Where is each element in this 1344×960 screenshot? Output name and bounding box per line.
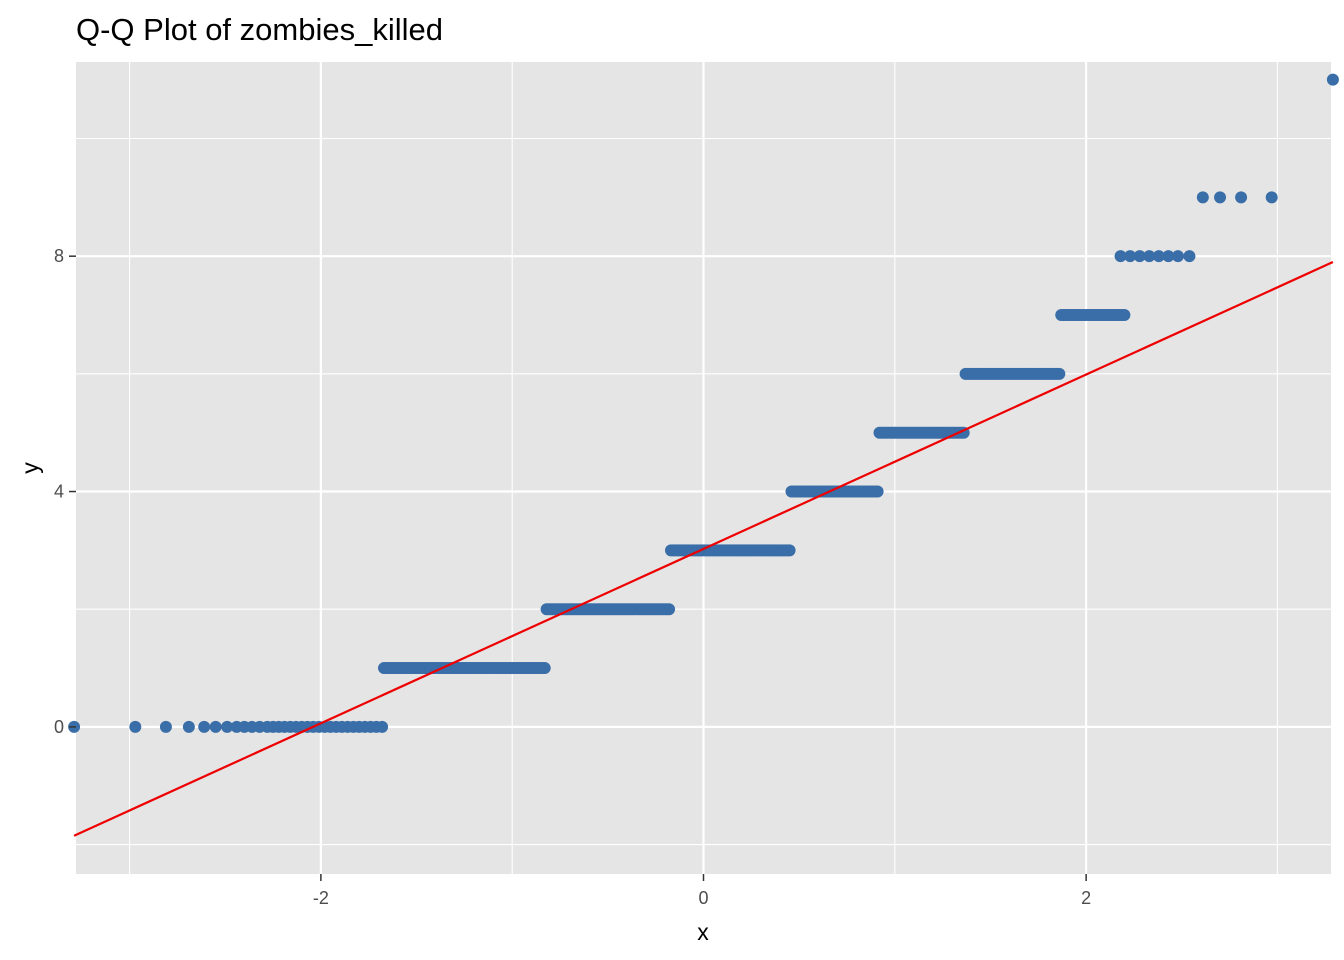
data-point	[1118, 309, 1131, 322]
y-tick-label: 4	[54, 482, 64, 502]
data-point	[129, 720, 142, 733]
data-point	[376, 720, 389, 733]
data-point	[783, 544, 796, 557]
data-point	[1171, 250, 1184, 263]
data-point	[1053, 367, 1066, 380]
reference-line	[73, 261, 1334, 837]
chart-title: Q-Q Plot of zombies_killed	[76, 12, 443, 47]
data-point	[1162, 250, 1175, 263]
data-point	[1265, 191, 1278, 204]
data-points	[68, 73, 1339, 733]
data-point	[221, 720, 234, 733]
data-point	[209, 720, 222, 733]
data-point	[1183, 250, 1196, 263]
data-point	[1214, 191, 1227, 204]
reference-line-group	[73, 261, 1334, 837]
x-axis-title: x	[697, 919, 709, 945]
major-gridlines	[76, 62, 1331, 874]
data-point	[1326, 73, 1339, 86]
data-point	[159, 720, 172, 733]
y-axis-title: y	[17, 462, 43, 474]
data-point	[1124, 250, 1137, 263]
data-point	[1235, 191, 1248, 204]
x-tick-label: 2	[1081, 888, 1091, 908]
y-tick-label: 0	[54, 717, 64, 737]
x-tick-label: 0	[698, 888, 708, 908]
data-point	[1152, 250, 1165, 263]
x-tick-label: -2	[313, 888, 329, 908]
data-point	[871, 485, 884, 498]
data-point	[1143, 250, 1156, 263]
data-point	[663, 603, 676, 616]
x-axis: -2 0 2	[313, 874, 1091, 908]
y-axis: 0 4 8	[54, 246, 76, 737]
y-tick-label: 8	[54, 246, 64, 266]
data-point	[1114, 250, 1127, 263]
data-point	[1196, 191, 1209, 204]
data-point	[198, 720, 211, 733]
data-point	[1133, 250, 1146, 263]
data-point	[538, 662, 551, 675]
data-point	[182, 720, 195, 733]
